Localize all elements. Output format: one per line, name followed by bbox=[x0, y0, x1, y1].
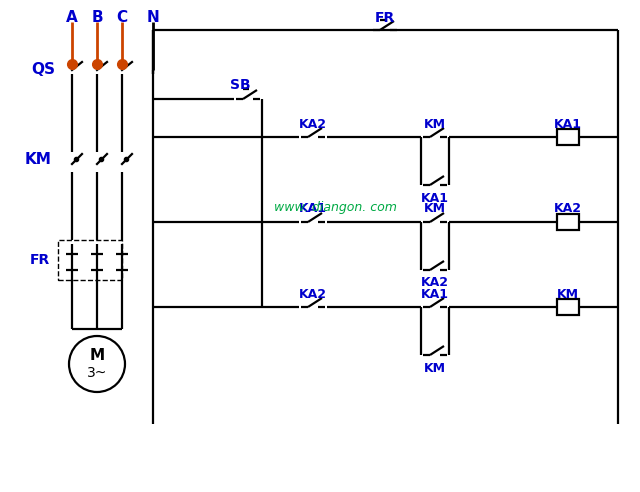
Text: 3~: 3~ bbox=[87, 366, 107, 380]
Text: KM: KM bbox=[424, 362, 446, 374]
Text: www. diangon. com: www. diangon. com bbox=[273, 201, 396, 214]
Bar bbox=[557, 214, 579, 230]
Text: C: C bbox=[116, 10, 127, 26]
Bar bbox=[557, 129, 579, 145]
Text: KA1: KA1 bbox=[421, 287, 449, 301]
Bar bbox=[58, 240, 122, 280]
Text: QS: QS bbox=[31, 62, 55, 78]
Text: KA2: KA2 bbox=[299, 287, 327, 301]
Text: B: B bbox=[91, 10, 103, 26]
Bar bbox=[557, 299, 579, 315]
Text: A: A bbox=[66, 10, 78, 26]
Text: KA1: KA1 bbox=[299, 203, 327, 215]
Text: KM: KM bbox=[424, 118, 446, 130]
Text: KM: KM bbox=[25, 153, 52, 167]
Text: KA2: KA2 bbox=[554, 203, 582, 215]
Text: KA1: KA1 bbox=[421, 191, 449, 205]
Text: KA2: KA2 bbox=[299, 118, 327, 130]
Text: N: N bbox=[147, 10, 159, 26]
Text: FR: FR bbox=[375, 11, 395, 25]
Text: KA2: KA2 bbox=[421, 277, 449, 289]
Text: FR: FR bbox=[29, 253, 50, 267]
Text: KM: KM bbox=[557, 287, 579, 301]
Text: SB: SB bbox=[230, 78, 250, 92]
Text: KM: KM bbox=[424, 203, 446, 215]
Text: M: M bbox=[90, 347, 104, 363]
Text: KA1: KA1 bbox=[554, 118, 582, 130]
